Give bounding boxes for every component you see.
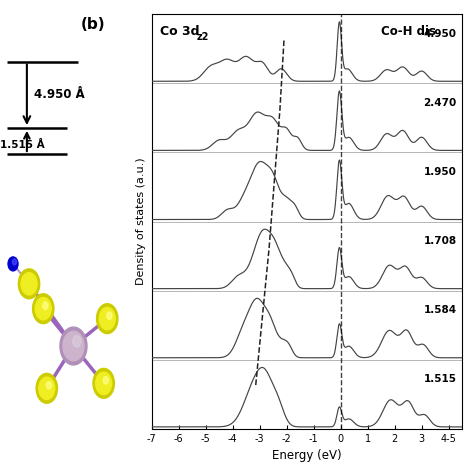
Circle shape [99, 308, 115, 330]
Circle shape [60, 327, 87, 365]
Text: z2: z2 [196, 32, 209, 42]
Circle shape [12, 259, 17, 265]
Circle shape [103, 377, 109, 384]
Circle shape [8, 257, 18, 271]
Circle shape [107, 312, 112, 319]
Circle shape [33, 294, 54, 324]
Text: Co-H dis: Co-H dis [381, 25, 436, 37]
Circle shape [18, 269, 40, 299]
Circle shape [93, 368, 114, 398]
Text: 4.950: 4.950 [424, 28, 457, 38]
Text: 1.515: 1.515 [424, 374, 457, 384]
Text: 2.470: 2.470 [423, 98, 457, 108]
Text: 1.584: 1.584 [424, 305, 457, 315]
Circle shape [21, 273, 37, 295]
Circle shape [39, 377, 55, 400]
Text: (b): (b) [80, 17, 105, 32]
Circle shape [97, 304, 118, 334]
X-axis label: Energy (eV): Energy (eV) [272, 449, 342, 462]
Circle shape [35, 298, 51, 320]
Text: Co 3d: Co 3d [160, 25, 199, 37]
Text: 4.950 Å: 4.950 Å [34, 88, 85, 101]
Circle shape [73, 336, 81, 347]
Circle shape [36, 374, 57, 403]
Y-axis label: Density of states (a.u.): Density of states (a.u.) [136, 158, 146, 285]
Circle shape [46, 382, 52, 389]
Circle shape [96, 372, 112, 394]
Circle shape [63, 331, 84, 361]
Text: 1.950: 1.950 [424, 167, 457, 177]
Circle shape [43, 302, 48, 310]
Text: 1.708: 1.708 [424, 236, 457, 246]
Text: 1.515 Å: 1.515 Å [0, 139, 45, 150]
